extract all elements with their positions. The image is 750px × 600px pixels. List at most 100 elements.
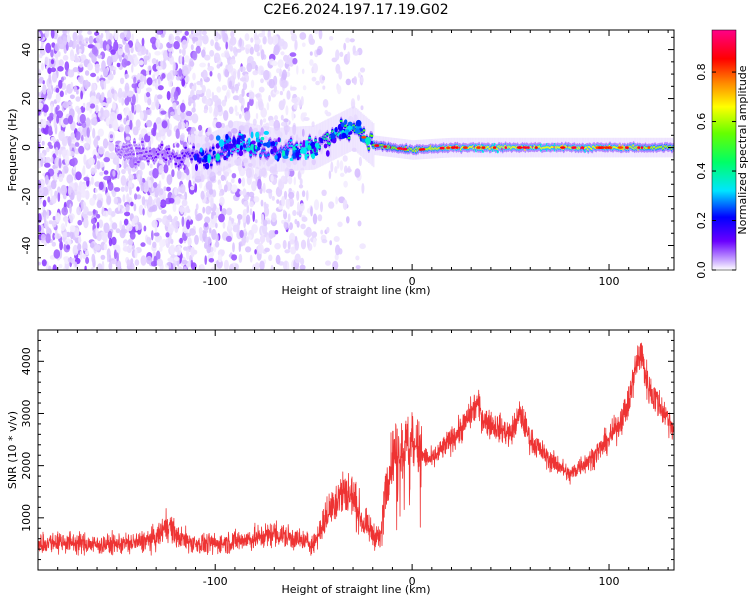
spectrogram-cell bbox=[126, 193, 130, 202]
spectrogram-cell bbox=[167, 159, 171, 166]
spectrogram-cell bbox=[116, 113, 123, 121]
spectrogram-cell bbox=[260, 69, 264, 76]
spectrogram-cell bbox=[192, 72, 196, 81]
spectrogram-cell bbox=[132, 126, 139, 136]
spectrogram-cell bbox=[198, 124, 203, 131]
spectrogram-cell bbox=[286, 54, 290, 63]
spectrogram-cell bbox=[156, 197, 161, 208]
spectrogram-cell bbox=[179, 55, 183, 65]
spectrogram-blob bbox=[319, 137, 324, 143]
spectrogram-ridge bbox=[141, 147, 145, 150]
spectrogram-blob bbox=[255, 131, 260, 139]
spectrogram-cell bbox=[204, 54, 211, 61]
spectrogram-cell bbox=[194, 183, 198, 193]
spectrogram-cell bbox=[175, 128, 180, 139]
spectrogram-cell bbox=[292, 210, 297, 216]
spectrogram-cell bbox=[168, 51, 172, 59]
spectrogram-cell bbox=[247, 55, 254, 63]
spectrogram-cell bbox=[124, 211, 131, 217]
spectrogram-cell bbox=[179, 205, 185, 215]
spectrogram-cell bbox=[224, 52, 230, 59]
colorbar-gradient bbox=[712, 30, 736, 270]
spectrogram-cell bbox=[87, 62, 93, 71]
spectrogram-cell bbox=[201, 69, 208, 80]
spectrogram-cell bbox=[269, 239, 272, 245]
spectrogram-cell bbox=[184, 115, 192, 121]
spectrogram-cell bbox=[55, 87, 60, 93]
spectrogram-cell bbox=[89, 197, 96, 206]
spectrogram-cell bbox=[254, 262, 260, 270]
spectrogram-cell bbox=[85, 256, 90, 265]
spectrogram-cell bbox=[181, 78, 186, 87]
spectrogram-cell bbox=[253, 173, 258, 180]
snr-series bbox=[38, 342, 674, 556]
spectrogram-cell bbox=[134, 259, 140, 266]
spectrogram-blob bbox=[278, 153, 282, 159]
spectrogram-cell bbox=[212, 95, 219, 103]
spectrogram-cell bbox=[148, 195, 153, 206]
spectrogram-cell bbox=[53, 249, 61, 259]
spectrogram-band bbox=[267, 126, 269, 171]
spectrogram-cell bbox=[251, 224, 258, 234]
spectrogram-blob bbox=[245, 147, 251, 152]
spectrogram-cell bbox=[149, 163, 153, 169]
spectrogram-cell bbox=[90, 167, 96, 175]
spectrogram-cell bbox=[117, 260, 122, 270]
spectrogram-blob bbox=[305, 140, 309, 148]
spectrogram-cell bbox=[259, 119, 263, 126]
spectrogram-cell bbox=[87, 30, 92, 35]
spectrogram-ridge bbox=[190, 158, 194, 161]
spectrogram-blob bbox=[199, 147, 203, 153]
spectrogram-cell bbox=[204, 236, 212, 245]
spectrogram-cell bbox=[257, 243, 264, 255]
spectrogram-cell bbox=[38, 261, 42, 266]
spectrogram-cell bbox=[58, 59, 64, 67]
spectrogram-cell bbox=[245, 44, 252, 49]
spectrogram-cell bbox=[113, 196, 119, 205]
spectrogram-cell bbox=[87, 211, 94, 216]
spectrogram-xtick-label: 100 bbox=[599, 275, 620, 288]
spectrogram-cell bbox=[179, 184, 186, 194]
spectrogram-cell bbox=[78, 235, 82, 245]
spectrogram-blob bbox=[344, 119, 348, 125]
spectrogram-blob bbox=[292, 146, 296, 151]
spectrogram-cell bbox=[106, 55, 112, 67]
spectrogram-cell bbox=[293, 176, 296, 186]
spectrogram-cell bbox=[343, 42, 347, 51]
snr-xtick-label: 100 bbox=[599, 575, 620, 588]
spectrogram-cell bbox=[200, 190, 205, 200]
spectrogram-blob bbox=[340, 122, 345, 128]
spectrogram-cell bbox=[301, 190, 306, 198]
spectrogram-cell bbox=[172, 61, 176, 72]
spectrogram-axes: -100 0 100 -40 -20 0 20 40 bbox=[20, 29, 675, 288]
spectrogram-cell bbox=[97, 111, 101, 118]
spectrogram-cell bbox=[281, 196, 286, 207]
spectrogram-cell bbox=[234, 105, 238, 113]
spectrogram-cell bbox=[124, 43, 130, 53]
spectrogram-cell bbox=[117, 202, 121, 212]
spectrogram-cell bbox=[67, 69, 75, 78]
spectrogram-cell bbox=[161, 209, 167, 215]
spectrogram-cell bbox=[78, 145, 85, 155]
spectrogram-cell bbox=[289, 52, 297, 57]
spectrogram-cell bbox=[59, 249, 63, 259]
spectrogram-cell bbox=[254, 249, 257, 255]
spectrogram-cell bbox=[155, 38, 161, 49]
spectrogram-cell bbox=[124, 82, 130, 94]
spectrogram-cell bbox=[131, 64, 134, 73]
spectrogram-cell bbox=[186, 168, 190, 176]
spectrogram-cell bbox=[85, 142, 89, 149]
spectrogram-cell bbox=[79, 250, 83, 261]
spectrogram-cell bbox=[174, 113, 179, 120]
spectrogram-cell bbox=[140, 181, 145, 192]
spectrogram-cell bbox=[283, 190, 288, 200]
spectrogram-cell bbox=[253, 196, 260, 203]
spectrogram-cell bbox=[205, 181, 213, 190]
spectrogram-peak bbox=[647, 146, 651, 149]
spectrogram-cell bbox=[92, 209, 96, 215]
spectrogram-cell bbox=[138, 60, 144, 66]
spectrogram-cell bbox=[41, 48, 45, 56]
spectrogram-peak bbox=[476, 146, 481, 149]
spectrogram-cell bbox=[320, 229, 324, 235]
spectrogram-cell bbox=[67, 257, 73, 263]
